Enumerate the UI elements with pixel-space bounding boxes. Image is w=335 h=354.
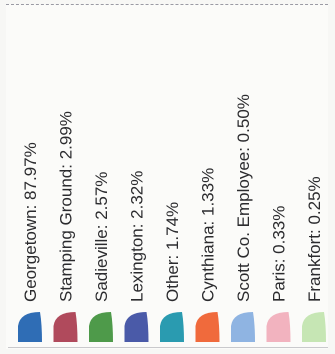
legend-swatch	[53, 312, 78, 342]
legend-label: Stamping Ground: 2.99%	[57, 111, 76, 302]
legend-label: Other: 1.74%	[163, 202, 182, 302]
legend-panel	[6, 4, 328, 349]
divider	[8, 347, 328, 348]
legend-swatch	[231, 312, 255, 342]
legend-label: Georgetown: 87.97%	[21, 142, 40, 302]
legend-label: Frankfort: 0.25%	[305, 176, 324, 302]
legend-label: Scott Co. Employee: 0.50%	[234, 94, 253, 302]
legend-swatch	[124, 312, 149, 342]
legend-label: Paris: 0.33%	[270, 206, 289, 302]
legend-swatch	[302, 312, 326, 342]
legend-label: Sadieville: 2.57%	[92, 172, 111, 302]
legend-swatch	[89, 312, 113, 342]
legend-swatch	[160, 312, 184, 342]
legend-swatch	[18, 312, 42, 342]
legend-label: Lexington: 2.32%	[128, 171, 147, 302]
legend-swatch	[266, 312, 291, 342]
legend-label: Cynthiana: 1.33%	[199, 168, 218, 302]
legend-swatch	[195, 312, 220, 342]
